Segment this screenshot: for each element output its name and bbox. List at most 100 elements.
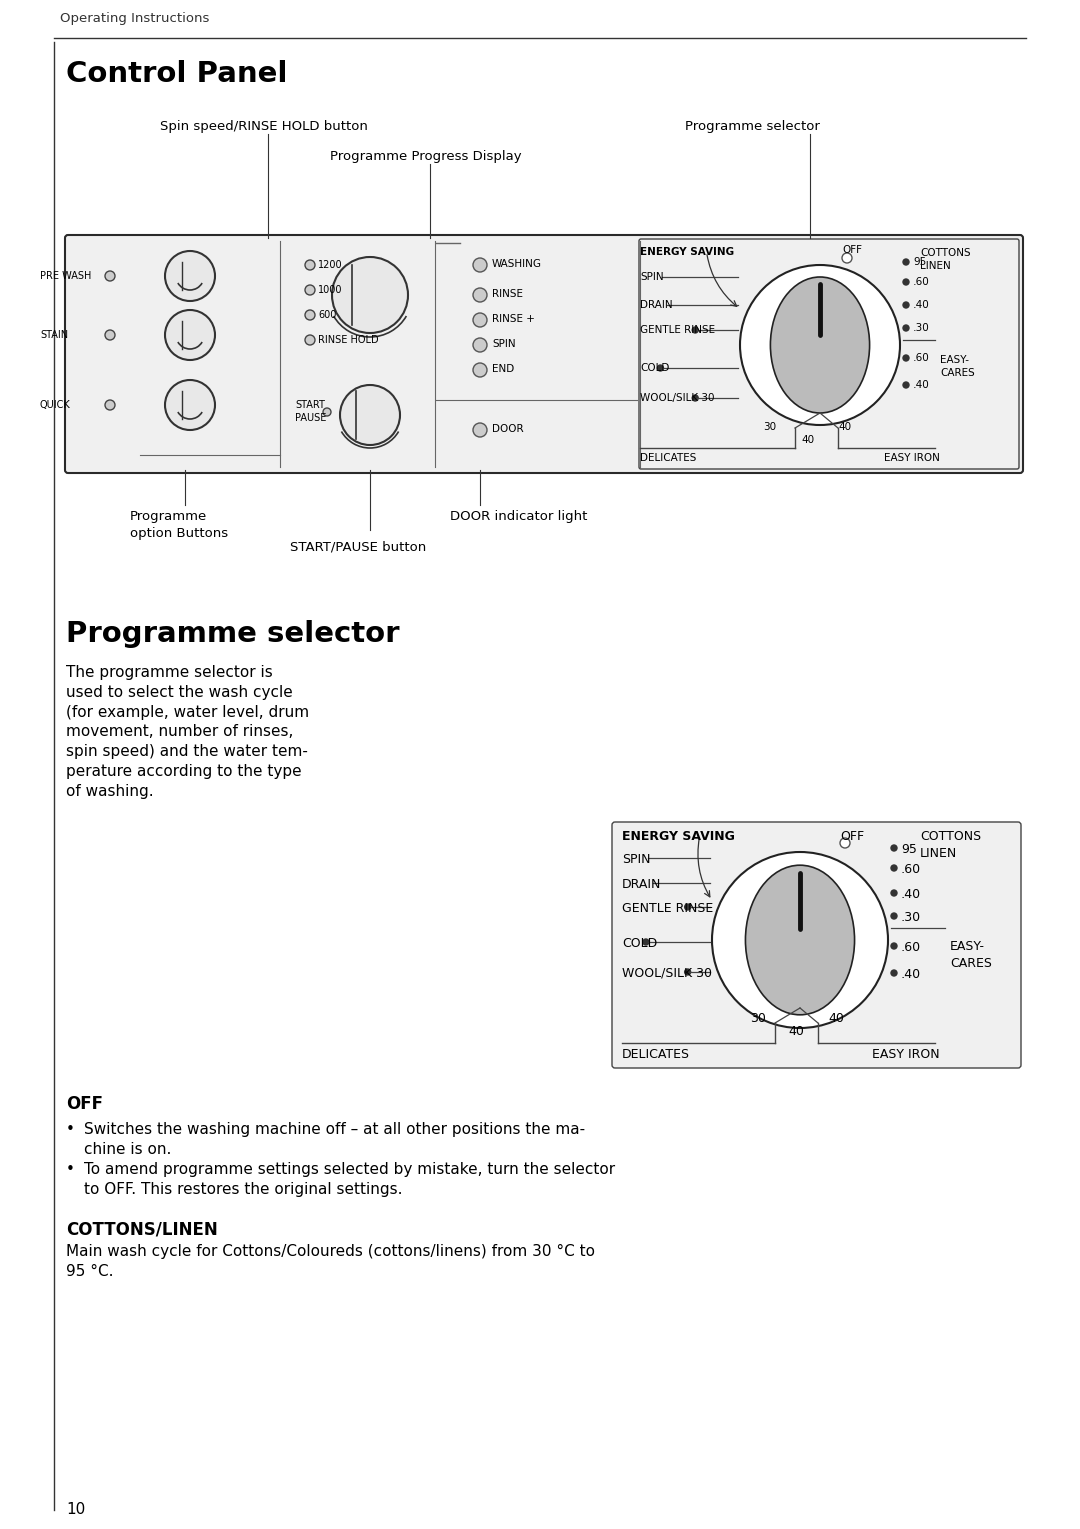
Circle shape (340, 385, 400, 445)
Circle shape (165, 251, 215, 301)
Text: Main wash cycle for Cottons/Coloureds (cottons/linens) from 30 °C to
95 °C.: Main wash cycle for Cottons/Coloureds (c… (66, 1245, 595, 1278)
Circle shape (305, 260, 315, 271)
Text: SPIN: SPIN (492, 339, 515, 349)
Text: EASY-
CARES: EASY- CARES (940, 355, 975, 378)
Ellipse shape (745, 865, 854, 1015)
Text: RINSE: RINSE (492, 289, 523, 300)
Text: Spin speed/RINSE HOLD button: Spin speed/RINSE HOLD button (160, 119, 368, 133)
Text: COTTONS/LINEN: COTTONS/LINEN (66, 1220, 218, 1238)
Text: GENTLE RINSE: GENTLE RINSE (622, 902, 713, 914)
Text: DELICATES: DELICATES (640, 453, 697, 463)
Text: 30: 30 (764, 422, 777, 433)
FancyBboxPatch shape (65, 235, 1023, 472)
Circle shape (685, 969, 690, 976)
Circle shape (891, 865, 897, 872)
Text: COTTONS
LINEN: COTTONS LINEN (920, 830, 981, 859)
Circle shape (740, 265, 900, 425)
Circle shape (891, 846, 897, 852)
Text: ENERGY SAVING: ENERGY SAVING (640, 248, 734, 257)
Circle shape (105, 401, 114, 410)
Circle shape (903, 326, 909, 330)
Circle shape (105, 330, 114, 339)
Circle shape (165, 310, 215, 359)
Circle shape (891, 969, 897, 976)
Text: COLD: COLD (622, 937, 658, 950)
Circle shape (473, 424, 487, 437)
Text: ․30: ․30 (913, 323, 930, 333)
Circle shape (903, 382, 909, 388)
Text: Switches the washing machine off – at all other positions the ma-
chine is on.: Switches the washing machine off – at al… (84, 1122, 585, 1157)
Text: DRAIN: DRAIN (622, 878, 661, 891)
Text: DELICATES: DELICATES (622, 1047, 690, 1061)
Text: OFF: OFF (66, 1095, 103, 1113)
Text: ․40: ․40 (913, 300, 930, 310)
Text: Programme
option Buttons: Programme option Buttons (130, 511, 228, 540)
Text: ENERGY SAVING: ENERGY SAVING (622, 830, 734, 842)
Text: 30: 30 (751, 1012, 766, 1024)
Text: 40: 40 (838, 422, 851, 433)
Text: EASY-
CARES: EASY- CARES (950, 940, 991, 969)
Text: DOOR: DOOR (492, 424, 524, 434)
Circle shape (891, 943, 897, 950)
Text: ․60: ․60 (901, 940, 921, 954)
Circle shape (305, 310, 315, 320)
Text: 95: 95 (901, 842, 917, 856)
Text: Control Panel: Control Panel (66, 60, 287, 89)
Text: Programme selector: Programme selector (685, 119, 820, 133)
Text: QUICK: QUICK (40, 401, 71, 410)
Circle shape (842, 252, 852, 263)
Text: OFF: OFF (840, 830, 864, 842)
Text: COLD: COLD (640, 362, 670, 373)
Circle shape (903, 355, 909, 361)
Circle shape (891, 913, 897, 919)
Text: ․40: ․40 (913, 381, 930, 390)
Text: Operating Instructions: Operating Instructions (60, 12, 210, 24)
FancyBboxPatch shape (612, 823, 1021, 1067)
Circle shape (840, 838, 850, 849)
Circle shape (473, 287, 487, 303)
Circle shape (473, 338, 487, 352)
Text: 600: 600 (318, 310, 336, 320)
Text: 40: 40 (828, 1012, 843, 1024)
Circle shape (323, 408, 330, 416)
Circle shape (305, 335, 315, 346)
Circle shape (692, 327, 698, 333)
Circle shape (685, 904, 690, 910)
Text: To amend programme settings selected by mistake, turn the selector
to OFF. This : To amend programme settings selected by … (84, 1162, 616, 1197)
Circle shape (903, 258, 909, 265)
Text: The programme selector is
used to select the wash cycle
(for example, water leve: The programme selector is used to select… (66, 665, 309, 798)
Circle shape (332, 257, 408, 333)
Circle shape (473, 313, 487, 327)
Text: OFF: OFF (842, 245, 862, 255)
Circle shape (105, 271, 114, 281)
Text: ․60: ․60 (913, 353, 930, 362)
Text: 1000: 1000 (318, 284, 342, 295)
Text: 1200: 1200 (318, 260, 342, 271)
Text: •: • (66, 1122, 75, 1138)
Text: START
PAUSE: START PAUSE (295, 401, 326, 424)
Text: SPIN: SPIN (640, 272, 663, 281)
Text: SPIN: SPIN (622, 853, 650, 865)
Text: RINSE +: RINSE + (492, 313, 535, 324)
Text: 40: 40 (788, 1024, 804, 1038)
Circle shape (165, 381, 215, 430)
Text: DOOR indicator light: DOOR indicator light (450, 511, 588, 523)
Text: 40: 40 (801, 434, 814, 445)
Text: STAIN: STAIN (40, 330, 68, 339)
Circle shape (692, 394, 698, 401)
Circle shape (473, 362, 487, 378)
Text: END: END (492, 364, 514, 375)
Text: DRAIN: DRAIN (640, 300, 673, 310)
Ellipse shape (770, 277, 869, 413)
Circle shape (658, 365, 663, 372)
Circle shape (473, 258, 487, 272)
Text: EASY IRON: EASY IRON (873, 1047, 940, 1061)
Circle shape (903, 303, 909, 307)
Circle shape (643, 939, 649, 945)
Text: ․60: ․60 (901, 862, 921, 876)
Text: EASY IRON: EASY IRON (885, 453, 940, 463)
Text: ․30: ․30 (901, 911, 921, 924)
Text: COTTONS
LINEN: COTTONS LINEN (920, 248, 971, 271)
Text: ․40: ․40 (901, 888, 921, 901)
Text: WOOL/SILK 30: WOOL/SILK 30 (622, 966, 712, 980)
